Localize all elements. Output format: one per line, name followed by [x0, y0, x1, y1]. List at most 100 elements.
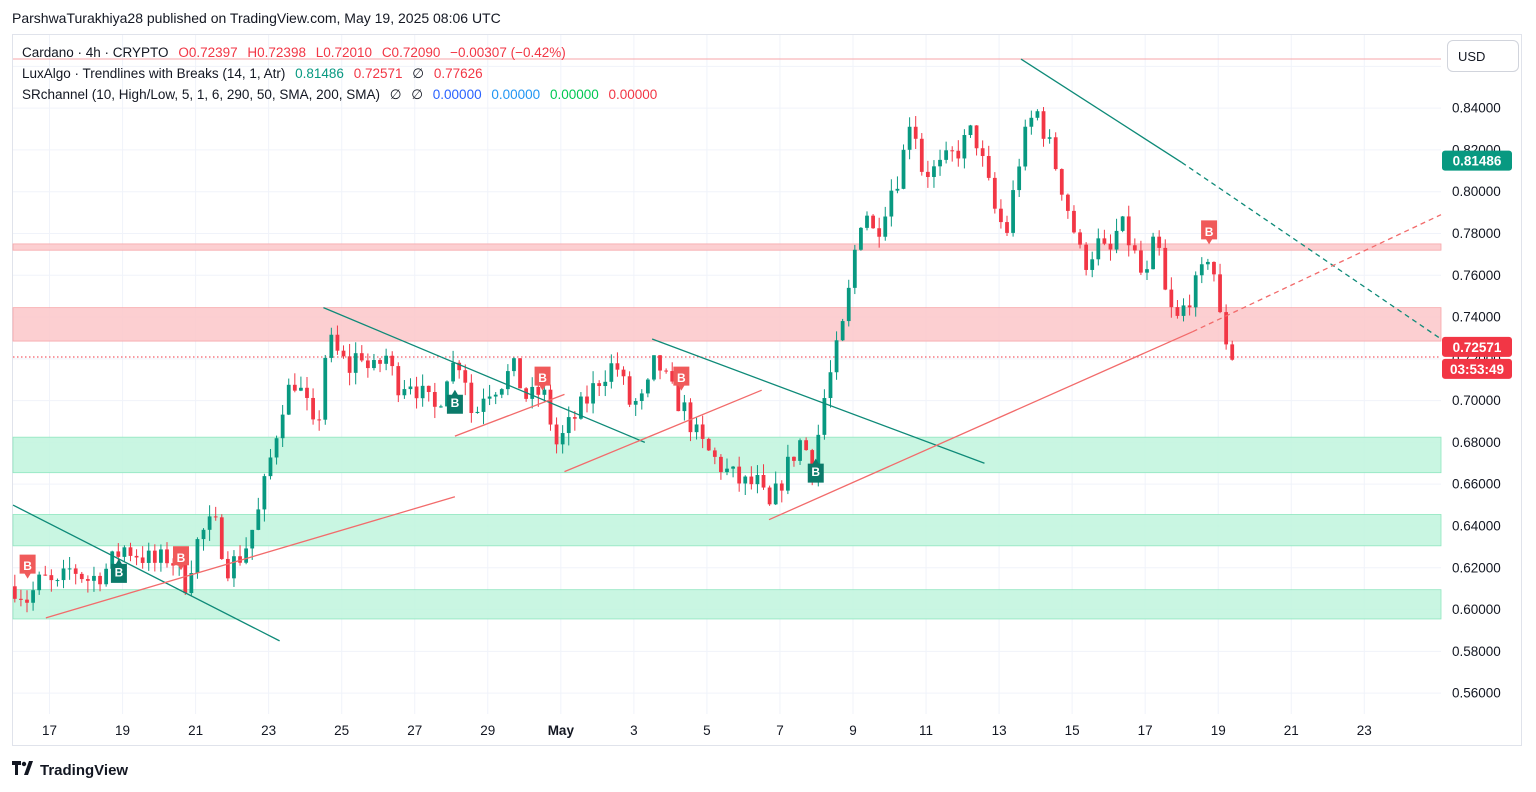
candle-down — [956, 150, 961, 159]
ohlc-close: C0.72090 — [381, 45, 441, 60]
candle-up — [122, 547, 127, 557]
candle-down — [12, 586, 17, 599]
candle-up — [402, 389, 407, 396]
candle-up — [189, 573, 194, 594]
candle-down — [999, 208, 1003, 223]
candles — [12, 107, 1235, 613]
price-label: 0.81486 — [1442, 150, 1512, 171]
candle-down — [1005, 222, 1009, 233]
break-up-signal: B — [807, 458, 824, 483]
candle-down — [1218, 274, 1222, 313]
signal-label: B — [1205, 225, 1214, 239]
candle-down — [19, 598, 23, 600]
candle-down — [792, 456, 796, 461]
legend-row-srchannel: SRchannel (10, High/Low, 5, 1, 6, 290, 5… — [22, 87, 663, 103]
candle-up — [505, 371, 510, 390]
time-axis: 17 19 21 23 25 27 29 May 3 5 7 9 11 13 15 17 19 21 23 — [42, 723, 1372, 738]
y-tick-label: 0.84000 — [1452, 101, 1501, 116]
x-tick-label: 23 — [1357, 723, 1372, 738]
indicator-srchannel-name[interactable]: SRchannel (10, High/Low, 5, 1, 6, 290, 5… — [22, 87, 380, 102]
candle-up — [682, 402, 687, 412]
candle-down — [1175, 307, 1180, 316]
candle-up — [195, 539, 200, 574]
candle-up — [852, 249, 857, 288]
signal-badge — [534, 366, 551, 391]
candle-down — [749, 476, 754, 485]
indicator-srchannel-value-4: 0.00000 — [608, 87, 658, 102]
candle-down — [1078, 232, 1082, 245]
candle-up — [256, 509, 261, 530]
indicator-srchannel-value-2: 0.00000 — [491, 87, 541, 102]
candle-up — [828, 372, 833, 399]
x-tick-label: 5 — [703, 723, 711, 738]
candle-down — [347, 356, 352, 373]
x-tick-label: 7 — [776, 723, 784, 738]
candle-down — [1126, 216, 1131, 246]
candle-up — [530, 386, 535, 399]
candle-down — [980, 148, 985, 157]
price-axis: 0.56000 0.58000 0.60000 0.62000 0.64000 0.660… — [1452, 59, 1501, 701]
y-tick-label: 0.70000 — [1452, 393, 1501, 408]
x-tick-label: 3 — [630, 723, 638, 738]
break-up-signal: B — [110, 558, 127, 583]
candle-down — [1139, 250, 1143, 273]
candle-up — [1011, 190, 1015, 233]
candle-down — [1212, 261, 1216, 275]
candle-down — [700, 424, 705, 439]
candle-up — [731, 466, 735, 469]
y-tick-label: 0.56000 — [1452, 686, 1501, 701]
indicator-srchannel-value-1: 0.00000 — [432, 87, 482, 102]
candle-up — [110, 551, 115, 569]
candle-down — [572, 417, 577, 419]
candle-up — [1205, 261, 1210, 265]
candle-down — [79, 573, 84, 580]
symbol-title[interactable]: Cardano · 4h · CRYPTO — [22, 45, 169, 60]
candle-up — [725, 468, 729, 473]
candle-up — [1017, 166, 1022, 191]
candle-down — [524, 388, 529, 399]
candle-down — [974, 125, 979, 149]
candle-down — [378, 360, 382, 364]
candle-up — [907, 126, 912, 150]
ohlc-high: H0.72398 — [247, 45, 306, 60]
candle-down — [1041, 111, 1046, 139]
candle-up — [244, 548, 249, 563]
break-down-signal: B — [19, 554, 36, 579]
candle-up — [1120, 216, 1125, 231]
candle-up — [962, 135, 967, 159]
candle-down — [688, 402, 693, 433]
ohlc-change: −0.00307 (−0.42%) — [450, 45, 566, 60]
trendline — [1020, 58, 1183, 163]
horizontal-lines — [13, 58, 1441, 358]
candle-up — [55, 580, 60, 582]
signal-badge — [446, 389, 463, 414]
candle-down — [1230, 344, 1235, 360]
candle-down — [779, 483, 784, 491]
candle-down — [712, 450, 717, 457]
candle-down — [658, 355, 662, 371]
candle-up — [1023, 126, 1028, 167]
indicator-trendlines-value-3: 0.77626 — [433, 66, 483, 81]
trendline — [12, 504, 280, 642]
candle-down — [761, 475, 766, 488]
candle-up — [566, 417, 571, 434]
candle-down — [1072, 210, 1076, 233]
candle-down — [1157, 236, 1162, 248]
indicator-trendlines-name[interactable]: LuxAlgo · Trendlines with Breaks (14, 1,… — [22, 66, 286, 81]
currency-button[interactable]: USD — [1447, 40, 1519, 72]
candle-down — [627, 376, 632, 405]
candle-down — [1187, 305, 1192, 308]
candle-down — [49, 575, 54, 581]
candle-down — [913, 126, 918, 139]
candle-down — [73, 568, 78, 574]
y-tick-label: 0.76000 — [1452, 268, 1501, 283]
candle-down — [85, 579, 90, 581]
candle-up — [31, 590, 35, 603]
y-tick-label: 0.64000 — [1452, 518, 1501, 533]
candle-down — [213, 516, 218, 518]
tradingview-logo[interactable]: TradingView — [12, 761, 128, 779]
candle-down — [670, 371, 675, 382]
y-tick-label: 0.80000 — [1452, 184, 1501, 199]
candle-up — [579, 396, 583, 419]
